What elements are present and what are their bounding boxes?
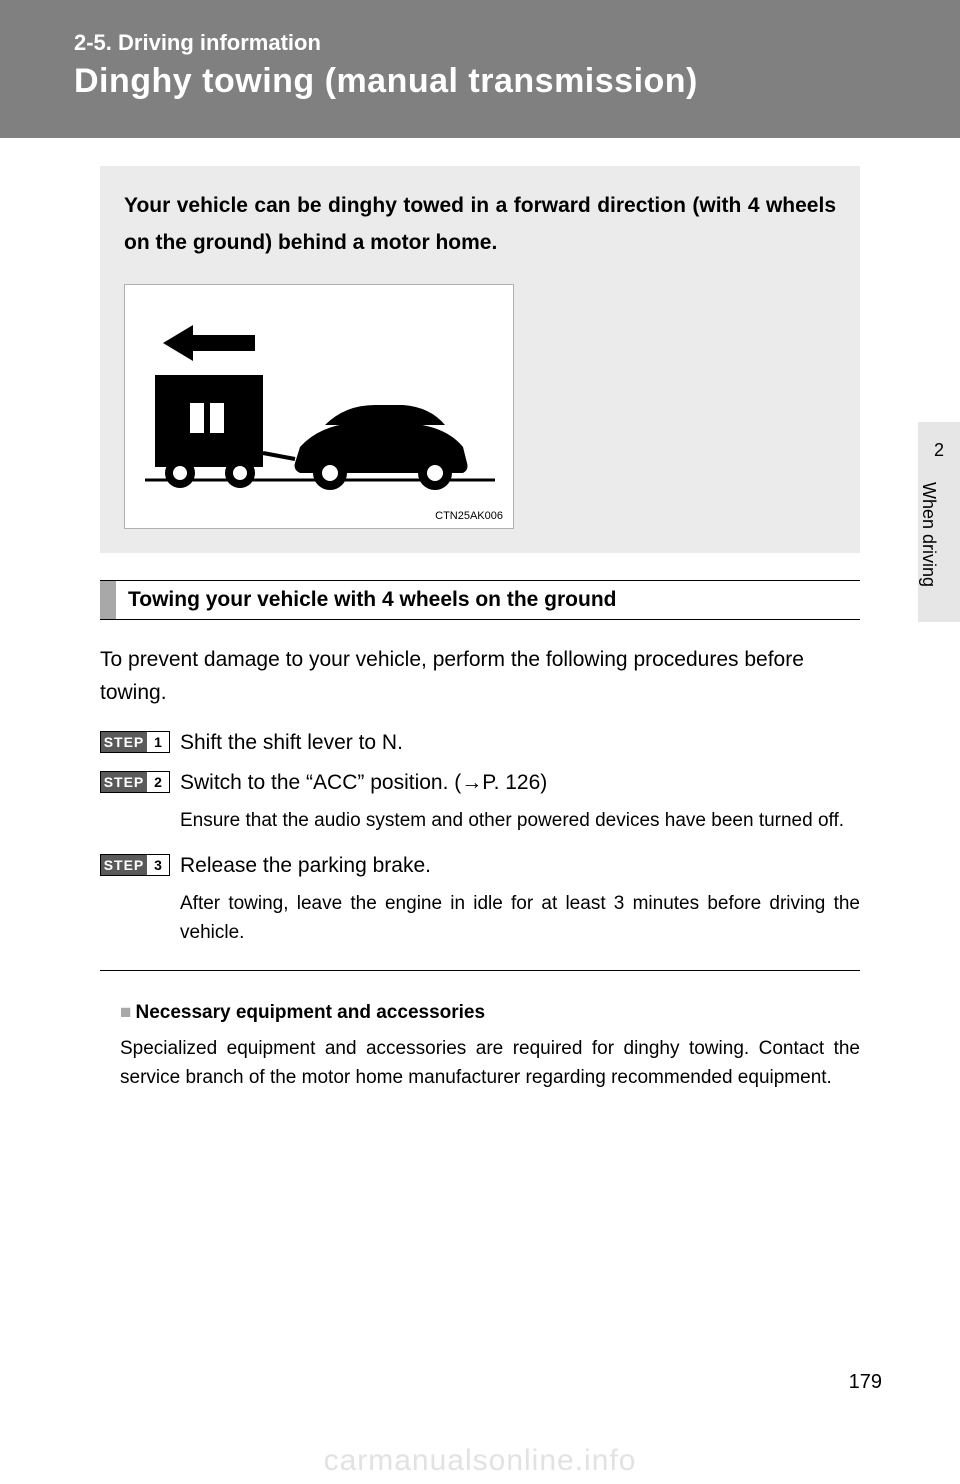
subnote-body: Specialized equipment and accessories ar… bbox=[120, 1034, 860, 1093]
step-badge-number: 2 bbox=[147, 772, 169, 792]
page-title: Dinghy towing (manual transmission) bbox=[74, 62, 960, 101]
towing-illustration-icon bbox=[145, 325, 495, 505]
step-row: STEP 1 Shift the shift lever to N. bbox=[100, 727, 860, 759]
step-text: Shift the shift lever to N. bbox=[180, 727, 403, 759]
header-band: 2-5. Driving information Dinghy towing (… bbox=[0, 0, 960, 138]
step-badge-label: STEP bbox=[101, 772, 147, 792]
figure-code: CTN25AK006 bbox=[435, 510, 503, 522]
watermark: carmanualsonline.info bbox=[0, 1444, 960, 1478]
step-badge: STEP 1 bbox=[100, 731, 170, 753]
subheading-text: Towing your vehicle with 4 wheels on the… bbox=[128, 588, 617, 612]
step-row: STEP 2 Switch to the “ACC” position. (→P… bbox=[100, 767, 860, 799]
step-text: Release the parking brake. bbox=[180, 850, 431, 882]
step-text: Switch to the “ACC” position. (→P. 126) bbox=[180, 767, 547, 799]
subnote-heading-text: Necessary equipment and accessories bbox=[135, 1002, 485, 1023]
subheading-bar: Towing your vehicle with 4 wheels on the… bbox=[100, 580, 860, 620]
step-badge-label: STEP bbox=[101, 855, 147, 875]
side-tab: 2 When driving bbox=[918, 422, 960, 622]
body-content: To prevent damage to your vehicle, perfo… bbox=[100, 644, 860, 962]
subnote-block: ■Necessary equipment and accessories Spe… bbox=[120, 1002, 860, 1093]
step-row: STEP 3 Release the parking brake. bbox=[100, 850, 860, 882]
step-note: Ensure that the audio system and other p… bbox=[180, 806, 860, 835]
side-tab-chapter-number: 2 bbox=[918, 440, 960, 461]
page-number: 179 bbox=[849, 1371, 882, 1394]
intro-box: Your vehicle can be dinghy towed in a fo… bbox=[100, 166, 860, 553]
step-badge: STEP 3 bbox=[100, 854, 170, 876]
step-badge-number: 3 bbox=[147, 855, 169, 875]
step-note: After towing, leave the engine in idle f… bbox=[180, 889, 860, 948]
section-number: 2-5. Driving information bbox=[74, 30, 960, 56]
step-badge-number: 1 bbox=[147, 732, 169, 752]
lead-paragraph: To prevent damage to your vehicle, perfo… bbox=[100, 644, 860, 709]
square-bullet-icon: ■ bbox=[120, 1002, 131, 1023]
divider bbox=[100, 970, 860, 971]
step-badge-label: STEP bbox=[101, 732, 147, 752]
subnote-heading: ■Necessary equipment and accessories bbox=[120, 1002, 860, 1024]
towing-figure: CTN25AK006 bbox=[124, 284, 514, 529]
intro-text: Your vehicle can be dinghy towed in a fo… bbox=[124, 188, 836, 262]
step-badge: STEP 2 bbox=[100, 771, 170, 793]
side-tab-label: When driving bbox=[918, 482, 939, 587]
